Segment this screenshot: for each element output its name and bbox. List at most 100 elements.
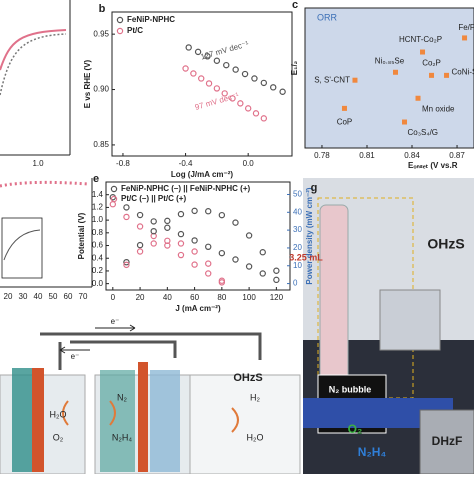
x-tick-label: 0.0 <box>243 159 255 168</box>
curve <box>0 29 67 71</box>
x-tick-label: 0 <box>111 293 116 302</box>
wire <box>58 340 177 370</box>
y-tick-label: 1.4 <box>92 190 104 199</box>
highlight-box <box>317 197 414 399</box>
schematic-label: H₂ <box>250 392 260 402</box>
panel-label: c <box>292 0 298 11</box>
plot-background <box>305 8 474 148</box>
data-point <box>279 88 286 95</box>
y2-tick-label: 10 <box>293 261 302 270</box>
schematic-label: O₂ <box>53 432 64 442</box>
panel-d: 20 30 40 50 60 70 <box>0 178 93 301</box>
data-point <box>205 260 212 267</box>
data-point <box>191 248 198 255</box>
wire <box>40 332 262 360</box>
data-point <box>213 85 221 92</box>
data-point <box>198 75 205 82</box>
data-point <box>273 267 280 274</box>
data-point <box>232 219 239 226</box>
x-tick-label: -0.4 <box>179 159 193 168</box>
data-point <box>164 217 171 225</box>
data-point <box>185 44 192 51</box>
x-tick-label: 1.0 <box>32 159 44 168</box>
data-point <box>190 70 197 77</box>
x-tick-label: 20 <box>4 292 13 301</box>
data-point <box>213 57 221 64</box>
data-point <box>229 95 236 102</box>
schematic-label: e⁻ <box>71 352 80 361</box>
photo-label: DHzF <box>432 434 463 448</box>
axis-frame <box>0 0 71 156</box>
data-point <box>191 207 198 215</box>
annotation: ORR <box>317 12 338 22</box>
x-axis-label: Eₒₙₛₑₜ (V vs.R <box>408 161 458 170</box>
data-point <box>273 276 280 284</box>
y2-tick-label: 40 <box>293 207 302 216</box>
photo <box>303 178 474 475</box>
legend-marker <box>110 185 118 193</box>
y2-tick-label: 0 <box>293 279 298 288</box>
data-point <box>221 90 228 97</box>
x-tick-label: -0.8 <box>116 159 130 168</box>
y-axis-label: Potential (V) <box>77 212 86 259</box>
point-label: Mn oxide <box>422 104 455 113</box>
electrode <box>32 368 44 472</box>
axis-frame <box>111 11 293 157</box>
legend-marker <box>116 27 124 35</box>
annotation: 127 mV dec⁻¹ <box>200 39 250 61</box>
data-point <box>415 95 421 101</box>
schematic-label: N₂H₄ <box>112 432 132 442</box>
schematic <box>0 324 301 475</box>
x-tick-label: 0.78 <box>314 151 330 160</box>
x-axis-label: J (mA cm⁻²) <box>175 304 221 313</box>
arrow <box>59 346 90 354</box>
data-point <box>123 204 130 211</box>
data-point <box>150 240 157 247</box>
data-point <box>136 211 144 219</box>
data-point <box>218 249 226 257</box>
point-label: HCNT-Co₂P <box>399 35 442 44</box>
photo-label: g <box>311 182 318 194</box>
electrode <box>12 368 32 472</box>
data-point <box>462 35 468 41</box>
cell <box>379 289 441 351</box>
axis-frame <box>0 178 93 288</box>
x-tick-label: 60 <box>190 293 199 302</box>
data-point <box>260 115 268 122</box>
data-point <box>205 208 212 215</box>
data-point <box>241 70 249 78</box>
data-point <box>402 119 408 125</box>
point-label: Co₂P <box>422 58 441 67</box>
y-tick-label: 0.2 <box>92 266 104 275</box>
photo-label: OHzS <box>427 236 464 252</box>
tick-labels: 20 30 40 50 60 70 <box>4 292 88 301</box>
data-point <box>259 249 266 256</box>
data-point <box>260 79 268 87</box>
data-point <box>205 270 212 277</box>
data-point <box>182 65 189 72</box>
x-tick-label: 40 <box>163 293 172 302</box>
data-point <box>204 53 211 60</box>
axis-frame <box>304 7 474 149</box>
data-point <box>252 110 260 117</box>
schematic-label: H₂O <box>247 432 264 442</box>
point-label: Fe/F <box>458 23 474 32</box>
data-point <box>123 258 130 266</box>
data-point <box>136 241 144 249</box>
annotation: 97 mV dec⁻¹ <box>194 91 240 112</box>
x-tick-label: 0.87 <box>449 151 465 160</box>
panel-a: 1.0 <box>0 0 71 168</box>
y-tick-label: 1.0 <box>92 215 104 224</box>
data-point <box>177 230 185 238</box>
x-tick-label: 0.81 <box>359 151 375 160</box>
point-label: Co₃S₄/G <box>408 128 439 137</box>
y2-tick-label: 30 <box>293 225 302 234</box>
glass-column <box>319 204 349 396</box>
data-point <box>205 80 213 87</box>
data-point <box>393 69 399 75</box>
data-point <box>259 270 266 277</box>
schematic-label: H₂O <box>50 409 67 419</box>
membrane <box>100 370 135 472</box>
y2-axis-label: Power density (mW cm⁻²) <box>305 187 314 284</box>
